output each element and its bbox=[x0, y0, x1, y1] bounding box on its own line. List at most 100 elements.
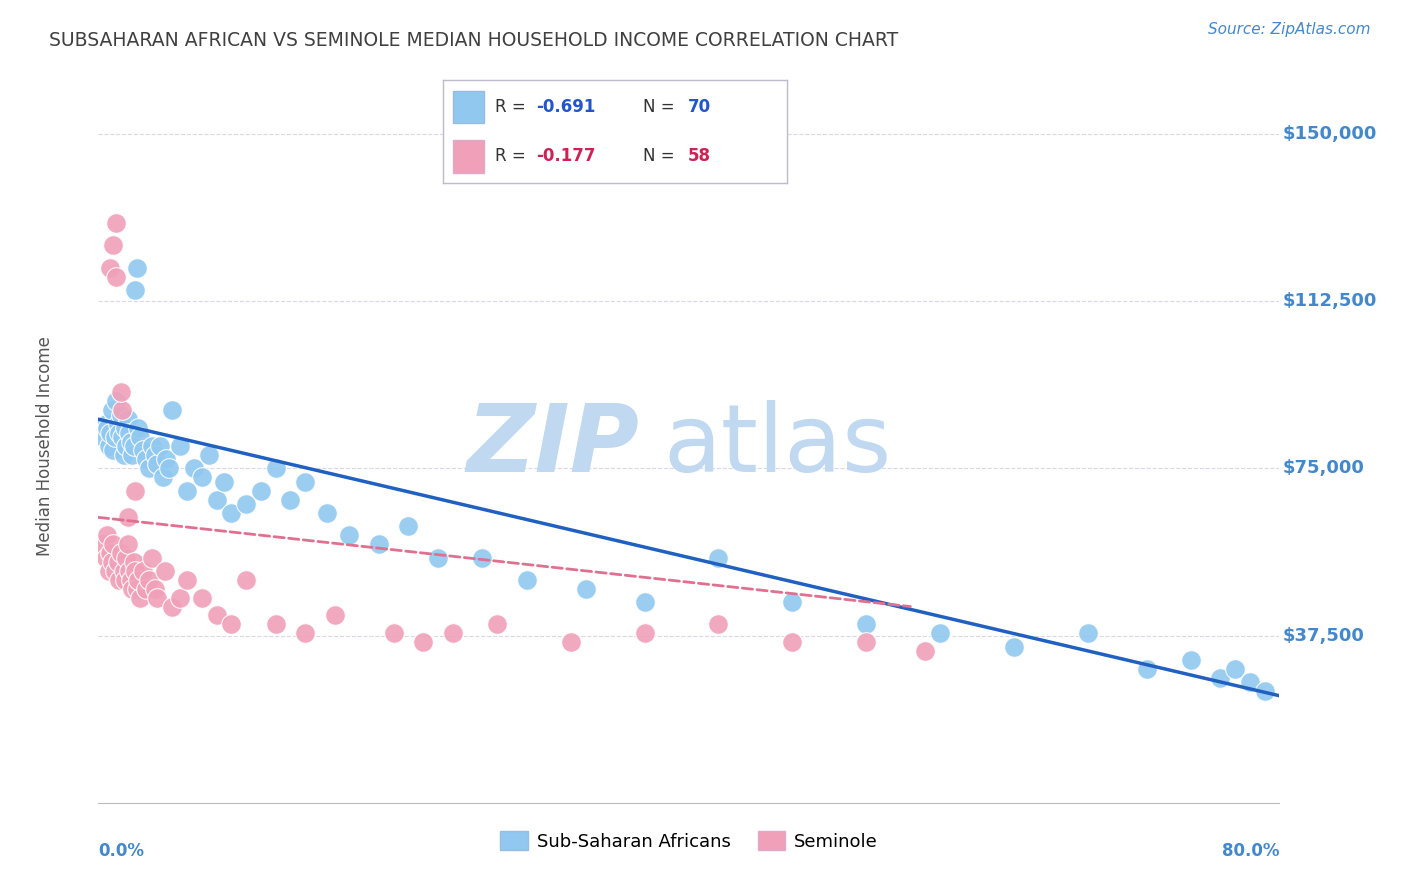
Text: -0.691: -0.691 bbox=[536, 98, 595, 116]
Point bbox=[1180, 653, 1202, 667]
Point bbox=[146, 591, 169, 605]
Point bbox=[162, 403, 183, 417]
Point bbox=[132, 443, 155, 458]
Point bbox=[1136, 662, 1159, 676]
Point bbox=[122, 555, 145, 569]
Point bbox=[114, 573, 136, 587]
Point bbox=[250, 483, 273, 498]
Point bbox=[112, 448, 135, 462]
Point bbox=[264, 461, 287, 475]
Point bbox=[707, 550, 730, 565]
Point bbox=[1225, 662, 1247, 676]
Point bbox=[149, 439, 172, 453]
Point bbox=[111, 403, 134, 417]
Point bbox=[121, 582, 143, 596]
Point bbox=[122, 439, 145, 453]
Point bbox=[135, 452, 157, 467]
Point bbox=[121, 448, 143, 462]
Point bbox=[707, 617, 730, 632]
Point bbox=[205, 492, 228, 507]
Point bbox=[127, 421, 149, 435]
Point bbox=[115, 439, 138, 453]
Point bbox=[191, 591, 214, 605]
Point bbox=[117, 510, 139, 524]
Point bbox=[157, 461, 180, 475]
Point bbox=[382, 626, 405, 640]
Point bbox=[205, 608, 228, 623]
Point bbox=[855, 617, 877, 632]
Point bbox=[221, 617, 243, 632]
Text: $75,000: $75,000 bbox=[1284, 459, 1365, 477]
Point bbox=[132, 564, 155, 578]
Point bbox=[1002, 640, 1025, 654]
FancyBboxPatch shape bbox=[453, 140, 484, 173]
Text: $37,500: $37,500 bbox=[1284, 626, 1365, 645]
Point bbox=[105, 269, 128, 284]
Point bbox=[486, 617, 509, 632]
Point bbox=[128, 430, 150, 444]
Point bbox=[183, 461, 205, 475]
Text: N =: N = bbox=[643, 147, 679, 165]
Point bbox=[118, 425, 141, 440]
Text: atlas: atlas bbox=[664, 400, 891, 492]
Point bbox=[634, 595, 657, 609]
Point bbox=[1254, 684, 1277, 698]
Point bbox=[141, 550, 163, 565]
Point bbox=[152, 470, 174, 484]
Point bbox=[120, 573, 142, 587]
Point bbox=[111, 430, 134, 444]
Point bbox=[146, 457, 169, 471]
Point bbox=[97, 439, 120, 453]
Point bbox=[110, 546, 132, 560]
Point bbox=[100, 555, 122, 569]
Point bbox=[98, 260, 121, 275]
Point bbox=[112, 564, 135, 578]
Point bbox=[125, 260, 148, 275]
Point bbox=[91, 430, 114, 444]
Point bbox=[115, 550, 138, 565]
Point bbox=[143, 448, 166, 462]
Text: ZIP: ZIP bbox=[467, 400, 640, 492]
Point bbox=[124, 283, 146, 297]
Point bbox=[221, 506, 243, 520]
Point bbox=[855, 635, 877, 649]
Point bbox=[176, 483, 198, 498]
Point bbox=[124, 564, 146, 578]
Text: Median Household Income: Median Household Income bbox=[37, 336, 55, 556]
Point bbox=[398, 519, 420, 533]
FancyBboxPatch shape bbox=[453, 91, 484, 123]
Point bbox=[138, 573, 160, 587]
Point bbox=[782, 635, 804, 649]
Point bbox=[103, 238, 125, 252]
Point bbox=[110, 408, 132, 422]
Point bbox=[105, 394, 128, 409]
Point bbox=[235, 573, 257, 587]
Point bbox=[280, 492, 302, 507]
Point bbox=[108, 425, 131, 440]
Point bbox=[1209, 671, 1232, 685]
Point bbox=[135, 582, 157, 596]
Point bbox=[560, 635, 582, 649]
Point bbox=[198, 448, 221, 462]
Text: $112,500: $112,500 bbox=[1284, 292, 1378, 310]
Point bbox=[634, 626, 657, 640]
Text: -0.177: -0.177 bbox=[536, 147, 595, 165]
Point bbox=[105, 216, 128, 230]
Point bbox=[98, 425, 121, 440]
Text: SUBSAHARAN AFRICAN VS SEMINOLE MEDIAN HOUSEHOLD INCOME CORRELATION CHART: SUBSAHARAN AFRICAN VS SEMINOLE MEDIAN HO… bbox=[49, 31, 898, 50]
Point bbox=[427, 550, 450, 565]
Point bbox=[169, 591, 191, 605]
Point bbox=[339, 528, 361, 542]
Point bbox=[235, 497, 257, 511]
Point bbox=[169, 439, 191, 453]
Text: Source: ZipAtlas.com: Source: ZipAtlas.com bbox=[1208, 22, 1371, 37]
Point bbox=[162, 599, 183, 614]
Point bbox=[191, 470, 214, 484]
Point bbox=[323, 608, 346, 623]
Point bbox=[125, 582, 148, 596]
Point bbox=[212, 475, 235, 489]
Point bbox=[412, 635, 434, 649]
Point bbox=[94, 550, 117, 565]
Text: $150,000: $150,000 bbox=[1284, 125, 1378, 143]
Point bbox=[176, 573, 198, 587]
